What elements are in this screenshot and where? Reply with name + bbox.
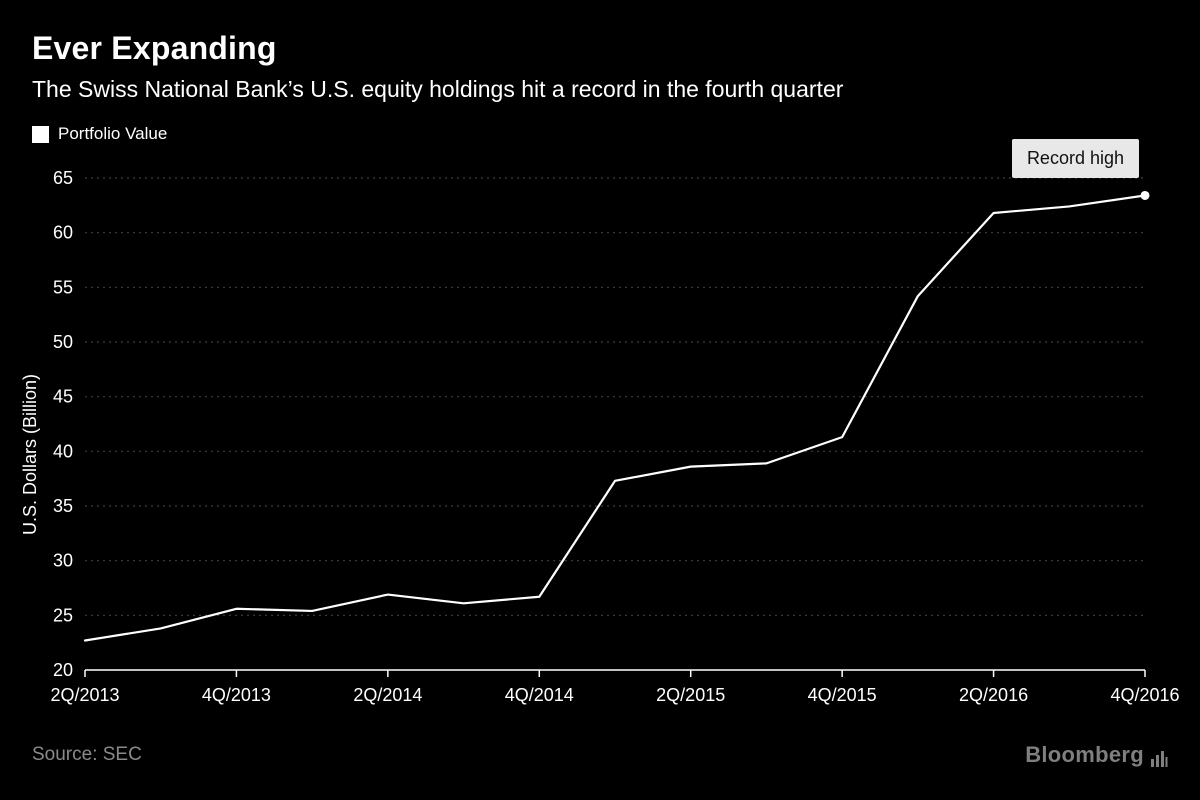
record-high-annotation: Record high <box>1011 139 1139 178</box>
svg-text:60: 60 <box>53 223 73 243</box>
svg-text:4Q/2016: 4Q/2016 <box>1110 685 1179 705</box>
svg-text:4Q/2014: 4Q/2014 <box>505 685 574 705</box>
page-title: Ever Expanding <box>32 30 277 66</box>
svg-text:2Q/2016: 2Q/2016 <box>959 685 1028 705</box>
legend-swatch-icon <box>32 125 49 143</box>
chart-area: 20 25 30 35 40 45 50 55 60 65 2Q/2013 4Q/2013 2Q/201… <box>0 150 1200 730</box>
svg-text:25: 25 <box>53 605 73 625</box>
svg-text:50: 50 <box>53 332 73 352</box>
source-credit: Source: SEC <box>32 744 142 765</box>
svg-text:2Q/2013: 2Q/2013 <box>50 685 119 705</box>
svg-text:4Q/2013: 4Q/2013 <box>202 685 271 705</box>
legend-label: Portfolio Value <box>58 124 168 143</box>
svg-text:2Q/2015: 2Q/2015 <box>656 685 725 705</box>
svg-text:35: 35 <box>53 496 73 516</box>
svg-text:4Q/2015: 4Q/2015 <box>808 685 877 705</box>
bloomberg-logo: Bloomberg <box>1025 742 1168 768</box>
svg-text:55: 55 <box>53 277 73 297</box>
bloomberg-bars-icon <box>1151 751 1168 767</box>
legend: Portfolio Value <box>32 124 167 144</box>
svg-text:65: 65 <box>53 168 73 188</box>
svg-text:30: 30 <box>53 551 73 571</box>
svg-text:45: 45 <box>53 387 73 407</box>
chart-subtitle: The Swiss National Bank’s U.S. equity ho… <box>32 76 844 102</box>
svg-text:2Q/2014: 2Q/2014 <box>353 685 422 705</box>
svg-text:20: 20 <box>53 660 73 680</box>
bloomberg-wordmark: Bloomberg <box>1025 742 1144 767</box>
svg-text:40: 40 <box>53 441 73 461</box>
line-chart: 20 25 30 35 40 45 50 55 60 65 2Q/2013 4Q/2013 2Q/201… <box>50 168 1179 705</box>
